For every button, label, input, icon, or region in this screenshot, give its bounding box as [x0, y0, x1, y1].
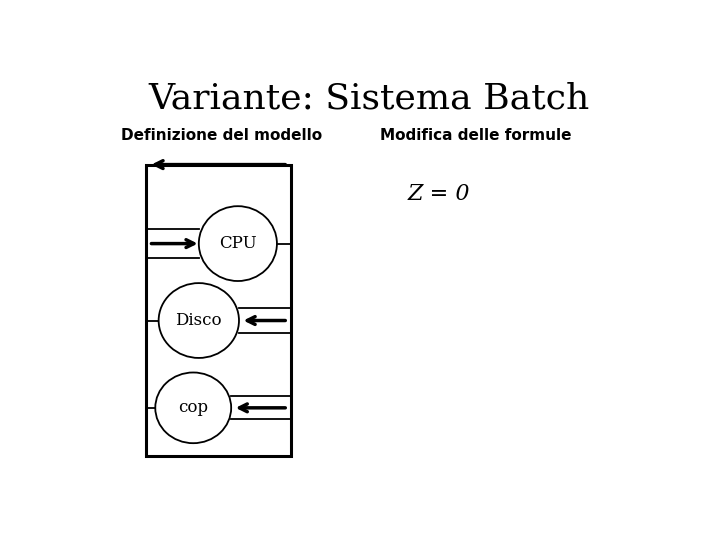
Ellipse shape — [199, 206, 277, 281]
Ellipse shape — [156, 373, 231, 443]
Text: Modifica delle formule: Modifica delle formule — [380, 128, 572, 143]
Bar — [145, 165, 291, 456]
Text: CPU: CPU — [219, 235, 257, 252]
Text: cop: cop — [178, 400, 208, 416]
Ellipse shape — [158, 283, 239, 358]
Text: Disco: Disco — [176, 312, 222, 329]
Text: Definizione del modello: Definizione del modello — [121, 128, 322, 143]
Text: Z = 0: Z = 0 — [408, 183, 471, 205]
Text: Variante: Sistema Batch: Variante: Sistema Batch — [148, 81, 590, 115]
